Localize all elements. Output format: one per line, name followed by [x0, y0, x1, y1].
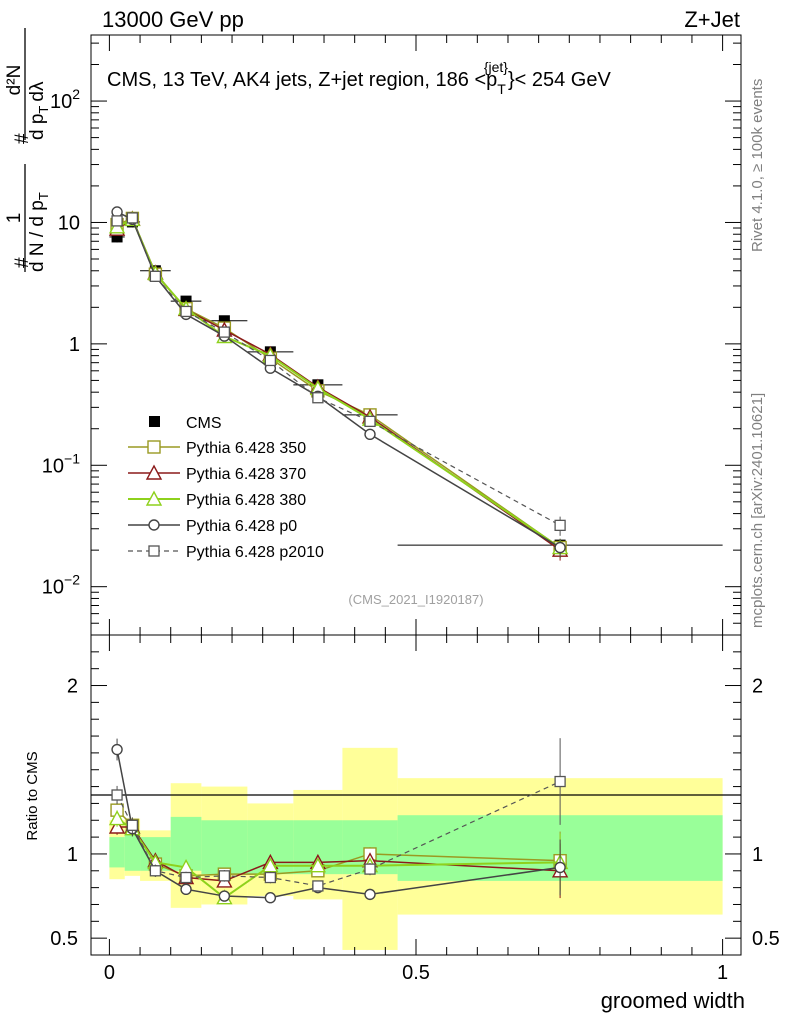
ratio-ytick-label: 1 — [67, 844, 78, 866]
legend-marker-p2010 — [148, 545, 160, 557]
ratio-ytick-label: 2 — [67, 676, 78, 698]
main-line-p350 — [116, 217, 561, 549]
main-series-p2010 — [111, 212, 566, 536]
legend-entry-p0: Pythia 6.428 p0 — [128, 518, 297, 535]
ylabel-hash-2: # — [12, 133, 33, 144]
legend-label-p0: Pythia 6.428 p0 — [186, 518, 297, 535]
header-right: Z+Jet — [684, 7, 740, 32]
plot-title: CMS, 13 TeV, AK4 jets, Z+jet region, 186… — [107, 59, 611, 97]
main-point-p2010 — [126, 212, 139, 224]
main-line-p380 — [116, 218, 561, 549]
ratio-panel: 0.5 0.5 1 1 2 2 0 0.5 1 — [50, 634, 780, 984]
ratio-point-p0 — [364, 888, 376, 901]
main-point-p0 — [364, 428, 376, 440]
legend-label-p350: Pythia 6.428 350 — [186, 440, 306, 457]
main-point-p0 — [554, 541, 566, 554]
main-ytick-label: 10−1 — [42, 450, 80, 477]
ratio-ytick-label-right: 1 — [752, 844, 763, 866]
ratio-point-p2010 — [111, 789, 123, 801]
legend-marker-p0 — [148, 519, 160, 531]
rivet-label: Rivet 4.1.0, ≥ 100k events — [749, 79, 766, 252]
legend-label-p370: Pythia 6.428 370 — [186, 466, 306, 483]
ratio-series — [108, 738, 569, 905]
legend-label-p2010: Pythia 6.428 p2010 — [186, 544, 324, 561]
ratio-point-p2010 — [180, 871, 192, 884]
main-point-p2010 — [149, 270, 162, 282]
ylabel-frac1-num: 1 — [4, 213, 25, 224]
legend: CMS Pythia 6.428 350 Pythia 6.428 370 Py… — [128, 415, 324, 561]
main-point-p2010 — [312, 392, 324, 404]
legend-marker-p350 — [147, 440, 161, 454]
ratio-frame — [90, 634, 742, 956]
ratio-band-inner — [201, 820, 248, 875]
mcplots-label: mcplots.cern.ch [arXiv:2401.10621] — [749, 393, 766, 628]
main-ytick-label: 102 — [50, 86, 80, 113]
ylabel-frac1-den: d N / d pT — [27, 192, 51, 272]
main-point-p2010 — [554, 519, 566, 532]
ratio-point-p2010 — [149, 865, 162, 877]
ratio-point-p2010 — [364, 863, 376, 875]
legend-entry-cms: CMS — [149, 415, 222, 432]
ratio-xtick-label: 0 — [104, 962, 115, 984]
cms-point — [218, 315, 230, 327]
ratio-point-p2010 — [554, 775, 566, 788]
legend-marker-p370 — [145, 464, 163, 480]
main-line-p0 — [116, 211, 561, 549]
main-panel: 10−2 10−1 1 10 102 (CMS_2021_I1920187) CMS, … — [42, 34, 742, 636]
ratio-point-p380 — [108, 810, 126, 826]
ylabel-frac2-den: d pTdλ — [27, 81, 51, 140]
legend-entry-p2010: Pythia 6.428 p2010 — [128, 544, 324, 561]
ratio-point-p2010 — [218, 870, 231, 882]
ylabel-frac2-num: d²N — [4, 65, 25, 96]
ratio-band-inner — [124, 830, 141, 871]
ratio-bands — [109, 747, 723, 950]
ratio-axes: 0.5 0.5 1 1 2 2 0 0.5 1 — [50, 635, 780, 984]
legend-label-p380: Pythia 6.428 380 — [186, 492, 306, 509]
main-axes: 10−2 10−1 1 10 102 — [42, 35, 741, 636]
ratio-ylabel: Ratio to CMS — [24, 751, 41, 840]
main-ylabel: # 1 d N / d pT # d²N d pTdλ — [4, 28, 51, 272]
ratio-point-p0 — [264, 892, 277, 904]
ratio-band-inner — [109, 837, 125, 868]
main-series — [108, 206, 723, 561]
ratio-point-p0 — [111, 743, 123, 756]
xlabel: groomed width — [601, 988, 745, 1013]
ratio-point-p0 — [218, 890, 231, 902]
main-point-p2010 — [180, 305, 192, 318]
ratio-ytick-label-right: 2 — [752, 676, 763, 698]
main-ytick-label: 10 — [58, 212, 80, 234]
ratio-point-p2010 — [312, 880, 324, 892]
legend-marker-p380 — [145, 490, 163, 506]
ratio-point-p2010 — [126, 819, 139, 831]
legend-entry-p370: Pythia 6.428 370 — [128, 464, 306, 483]
legend-label-cms: CMS — [186, 415, 222, 432]
ratio-point-p0 — [180, 883, 192, 896]
ylabel-hash-1: # — [12, 257, 33, 268]
ratio-point-p2010 — [264, 871, 277, 884]
legend-entry-p350: Pythia 6.428 350 — [128, 440, 306, 457]
ratio-point-p0 — [554, 861, 566, 874]
main-line-p2010 — [116, 217, 561, 526]
ratio-ytick-label: 0.5 — [50, 928, 78, 950]
ratio-xtick-label: 1 — [717, 962, 728, 984]
ratio-series-p2010 — [111, 738, 566, 892]
header-left: 13000 GeV pp — [102, 7, 244, 32]
ratio-ytick-label-right: 0.5 — [752, 928, 780, 950]
ratio-xtick-label: 0.5 — [402, 962, 430, 984]
main-ytick-label: 10−2 — [42, 572, 80, 599]
cms-point — [111, 231, 123, 243]
main-series-p370 — [108, 210, 569, 561]
legend-entry-p380: Pythia 6.428 380 — [128, 490, 306, 509]
main-point-p2010 — [264, 354, 277, 367]
main-point-p2010 — [218, 326, 231, 338]
ratio-point-p380 — [309, 857, 327, 873]
legend-marker-cms — [149, 416, 160, 427]
main-point-p2010 — [364, 415, 376, 428]
main-point-p2010 — [111, 215, 123, 227]
watermark: (CMS_2021_I1920187) — [348, 592, 483, 607]
main-ytick-label: 1 — [69, 334, 80, 356]
